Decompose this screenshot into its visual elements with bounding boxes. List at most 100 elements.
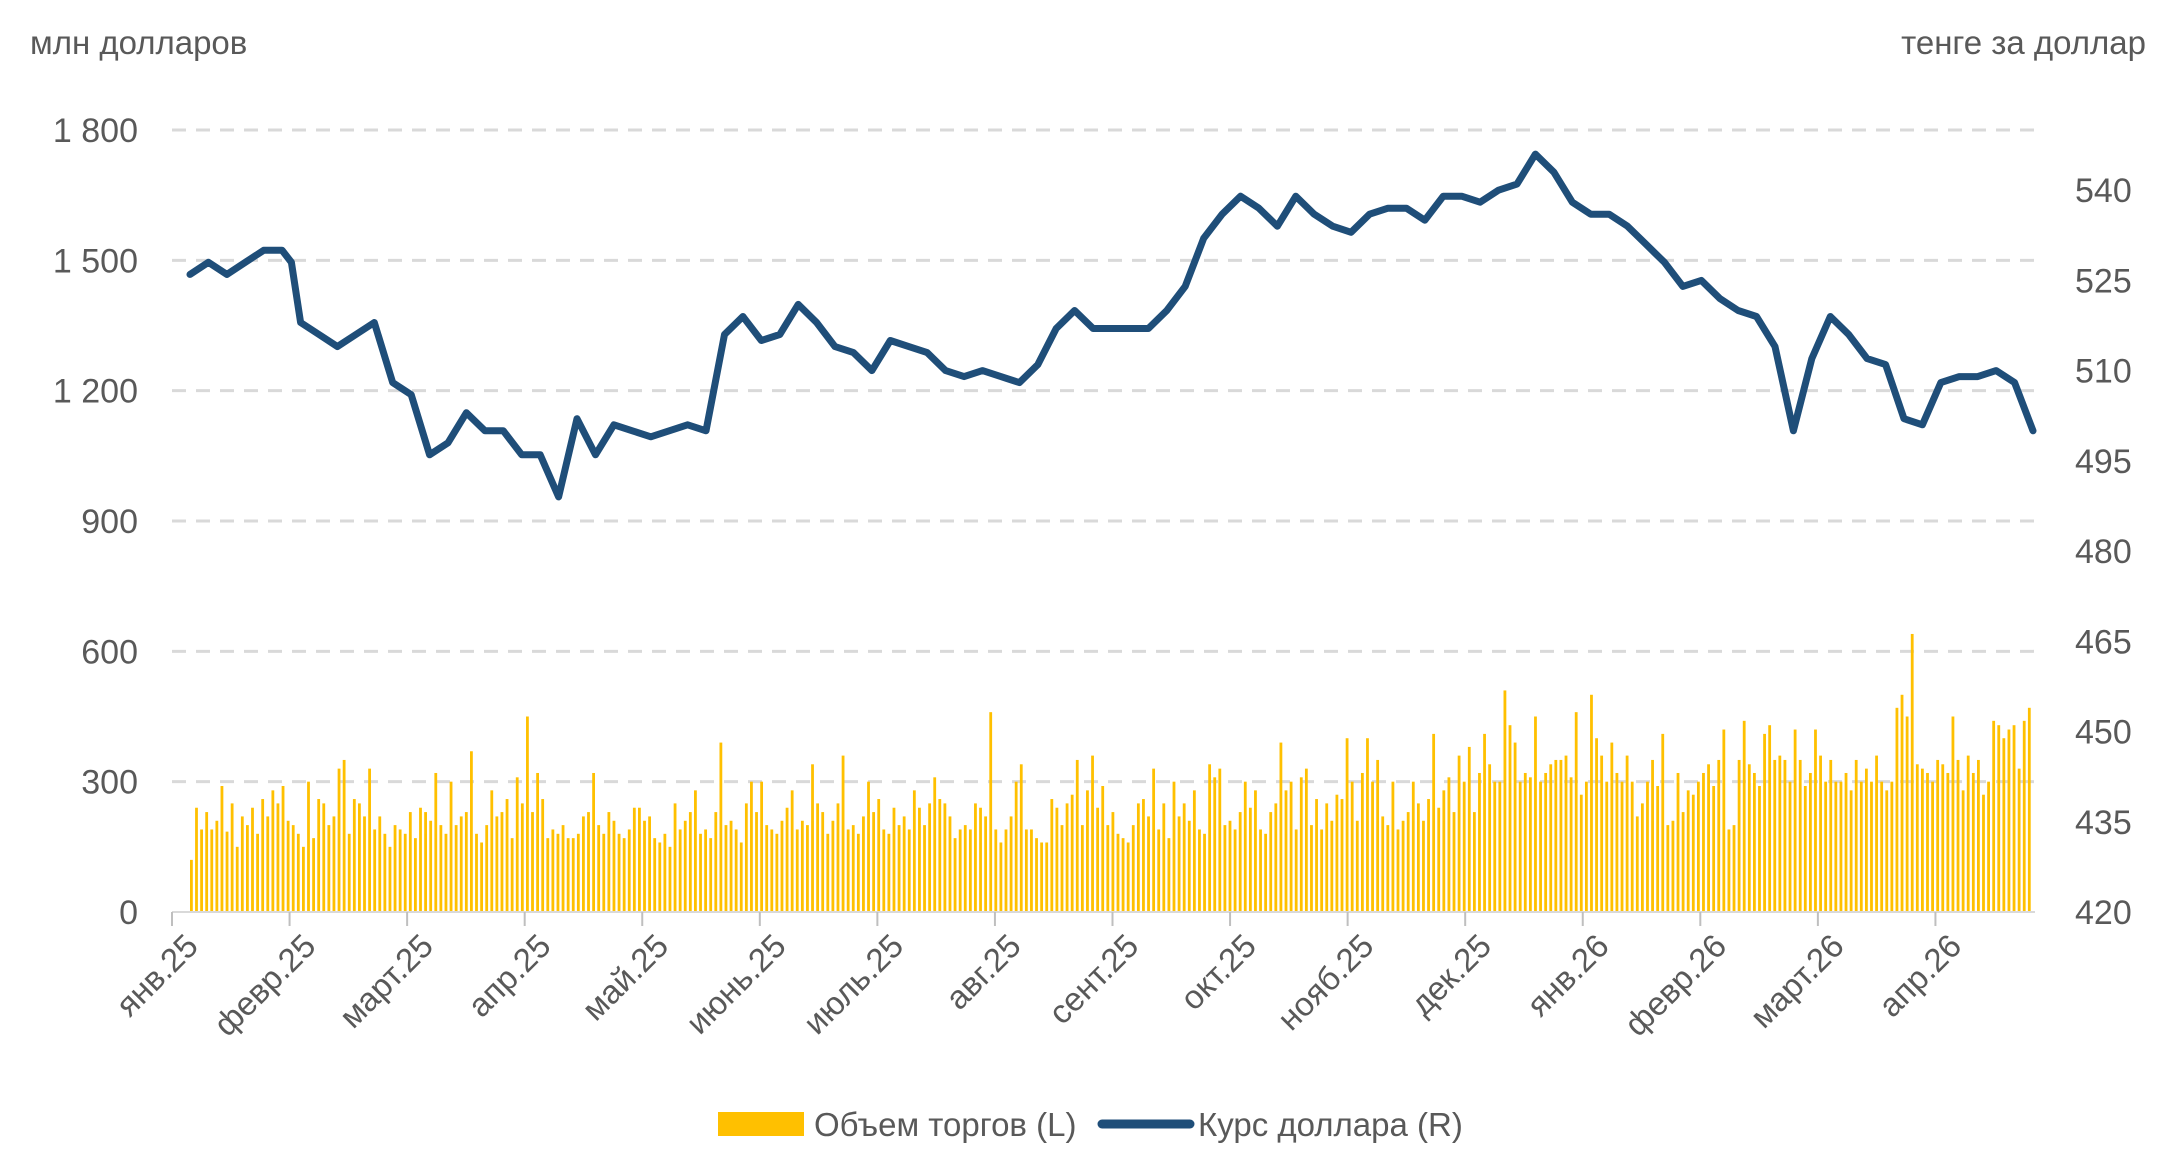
volume-bar — [974, 803, 977, 912]
volume-bar — [1447, 777, 1451, 912]
left-tick-label: 300 — [81, 764, 138, 802]
volume-bar — [1299, 777, 1303, 912]
volume-bar — [1345, 738, 1349, 912]
month-label: февр.25 — [206, 927, 322, 1043]
volume-bar — [1864, 768, 1868, 912]
volume-bar — [1427, 799, 1430, 912]
volume-bar — [856, 833, 860, 912]
legend-label-rate: Курс доллара (R) — [1198, 1106, 1463, 1143]
volume-bar — [1248, 807, 1252, 912]
volume-bar — [724, 825, 728, 912]
volume-bar — [867, 781, 870, 912]
legend: Объем торгов (L) Курс доллара (R) — [718, 1106, 1463, 1143]
volume-bar — [1304, 768, 1308, 912]
volume-bar — [1493, 781, 1497, 912]
volume-bar — [485, 825, 489, 912]
volume-bar — [902, 816, 906, 912]
volume-bar — [271, 790, 275, 912]
volume-bar — [1707, 764, 1710, 912]
volume-bar — [1946, 772, 1950, 912]
volume-bar — [1712, 786, 1716, 912]
volume-bar — [505, 799, 509, 912]
volume-bar — [352, 799, 356, 912]
volume-bar — [770, 829, 774, 912]
volume-bar — [1457, 755, 1461, 912]
right-tick-label: 540 — [2075, 172, 2132, 210]
volume-bar — [1014, 781, 1018, 912]
volume-bar — [1488, 764, 1492, 912]
volume-bar — [1752, 772, 1756, 912]
volume-bar — [419, 807, 422, 912]
volume-bar — [1131, 825, 1135, 912]
volume-bar — [1926, 772, 1929, 912]
volume-bar — [1691, 794, 1695, 912]
volume-bar — [261, 799, 265, 912]
volume-bar — [1091, 755, 1094, 912]
volume-bar — [510, 838, 514, 912]
volume-bar — [1070, 794, 1074, 912]
exchange-rate-line-layer — [186, 150, 2037, 501]
volume-bar — [225, 831, 229, 912]
volume-bar — [1472, 812, 1476, 912]
volume-bar — [520, 803, 524, 912]
volume-bar — [1116, 833, 1120, 912]
volume-bar — [1096, 807, 1100, 912]
volume-bar — [602, 833, 606, 912]
volume-bar — [215, 820, 219, 912]
volume-bar — [775, 833, 779, 912]
volume-bar — [1274, 803, 1278, 912]
volume-bar — [1788, 781, 1792, 912]
volume-bar — [948, 816, 952, 912]
volume-bar — [1803, 786, 1807, 912]
volume-bar — [1880, 781, 1884, 912]
volume-bar — [414, 838, 417, 912]
volume-bar — [622, 838, 626, 912]
volume-bar — [1126, 842, 1130, 912]
volume-bar — [1681, 812, 1685, 912]
volume-bar — [1238, 812, 1242, 912]
volume-bar — [862, 816, 865, 912]
volume-bar — [1264, 833, 1268, 912]
volume-bar — [1289, 781, 1293, 912]
volume-bar — [1279, 742, 1283, 912]
volume-bar — [490, 790, 494, 912]
volume-bar — [1956, 759, 1960, 912]
volume-bar — [1437, 807, 1441, 912]
volume-bar — [1534, 716, 1537, 912]
volume-bar — [1763, 733, 1766, 912]
volume-bar — [897, 825, 901, 912]
volume-bar — [806, 825, 809, 912]
volume-bar — [785, 807, 789, 912]
volume-bar — [1035, 838, 1038, 912]
volume-bar — [1355, 820, 1359, 912]
volume-bar — [1528, 777, 1532, 912]
volume-bar — [1742, 720, 1746, 912]
volume-bar — [266, 816, 270, 912]
volume-bar — [1651, 759, 1654, 912]
left-tick-label: 600 — [81, 633, 138, 671]
volume-bar — [582, 816, 585, 912]
volume-bar — [1065, 803, 1069, 912]
volume-bar — [1702, 772, 1705, 912]
volume-bar — [1508, 725, 1512, 912]
volume-bar — [500, 812, 504, 912]
volume-bar — [1936, 759, 1940, 912]
volume-bar — [673, 803, 677, 912]
volume-bar — [1584, 781, 1588, 912]
month-label: дек.25 — [1403, 927, 1498, 1022]
volume-bar — [1539, 781, 1542, 912]
volume-bar — [429, 820, 433, 912]
volume-bar — [1208, 764, 1212, 912]
volume-bar — [1401, 820, 1405, 912]
left-axis-title: млн долларов — [30, 24, 247, 61]
volume-bar — [938, 799, 942, 912]
volume-bar — [1625, 755, 1629, 912]
volume-bar — [678, 829, 682, 912]
volume-bar — [1610, 742, 1614, 912]
volume-bar — [1050, 799, 1054, 912]
volume-bar — [760, 781, 764, 912]
volume-bar — [831, 820, 835, 912]
volume-bar — [1997, 725, 2001, 912]
volume-bar — [1961, 790, 1965, 912]
